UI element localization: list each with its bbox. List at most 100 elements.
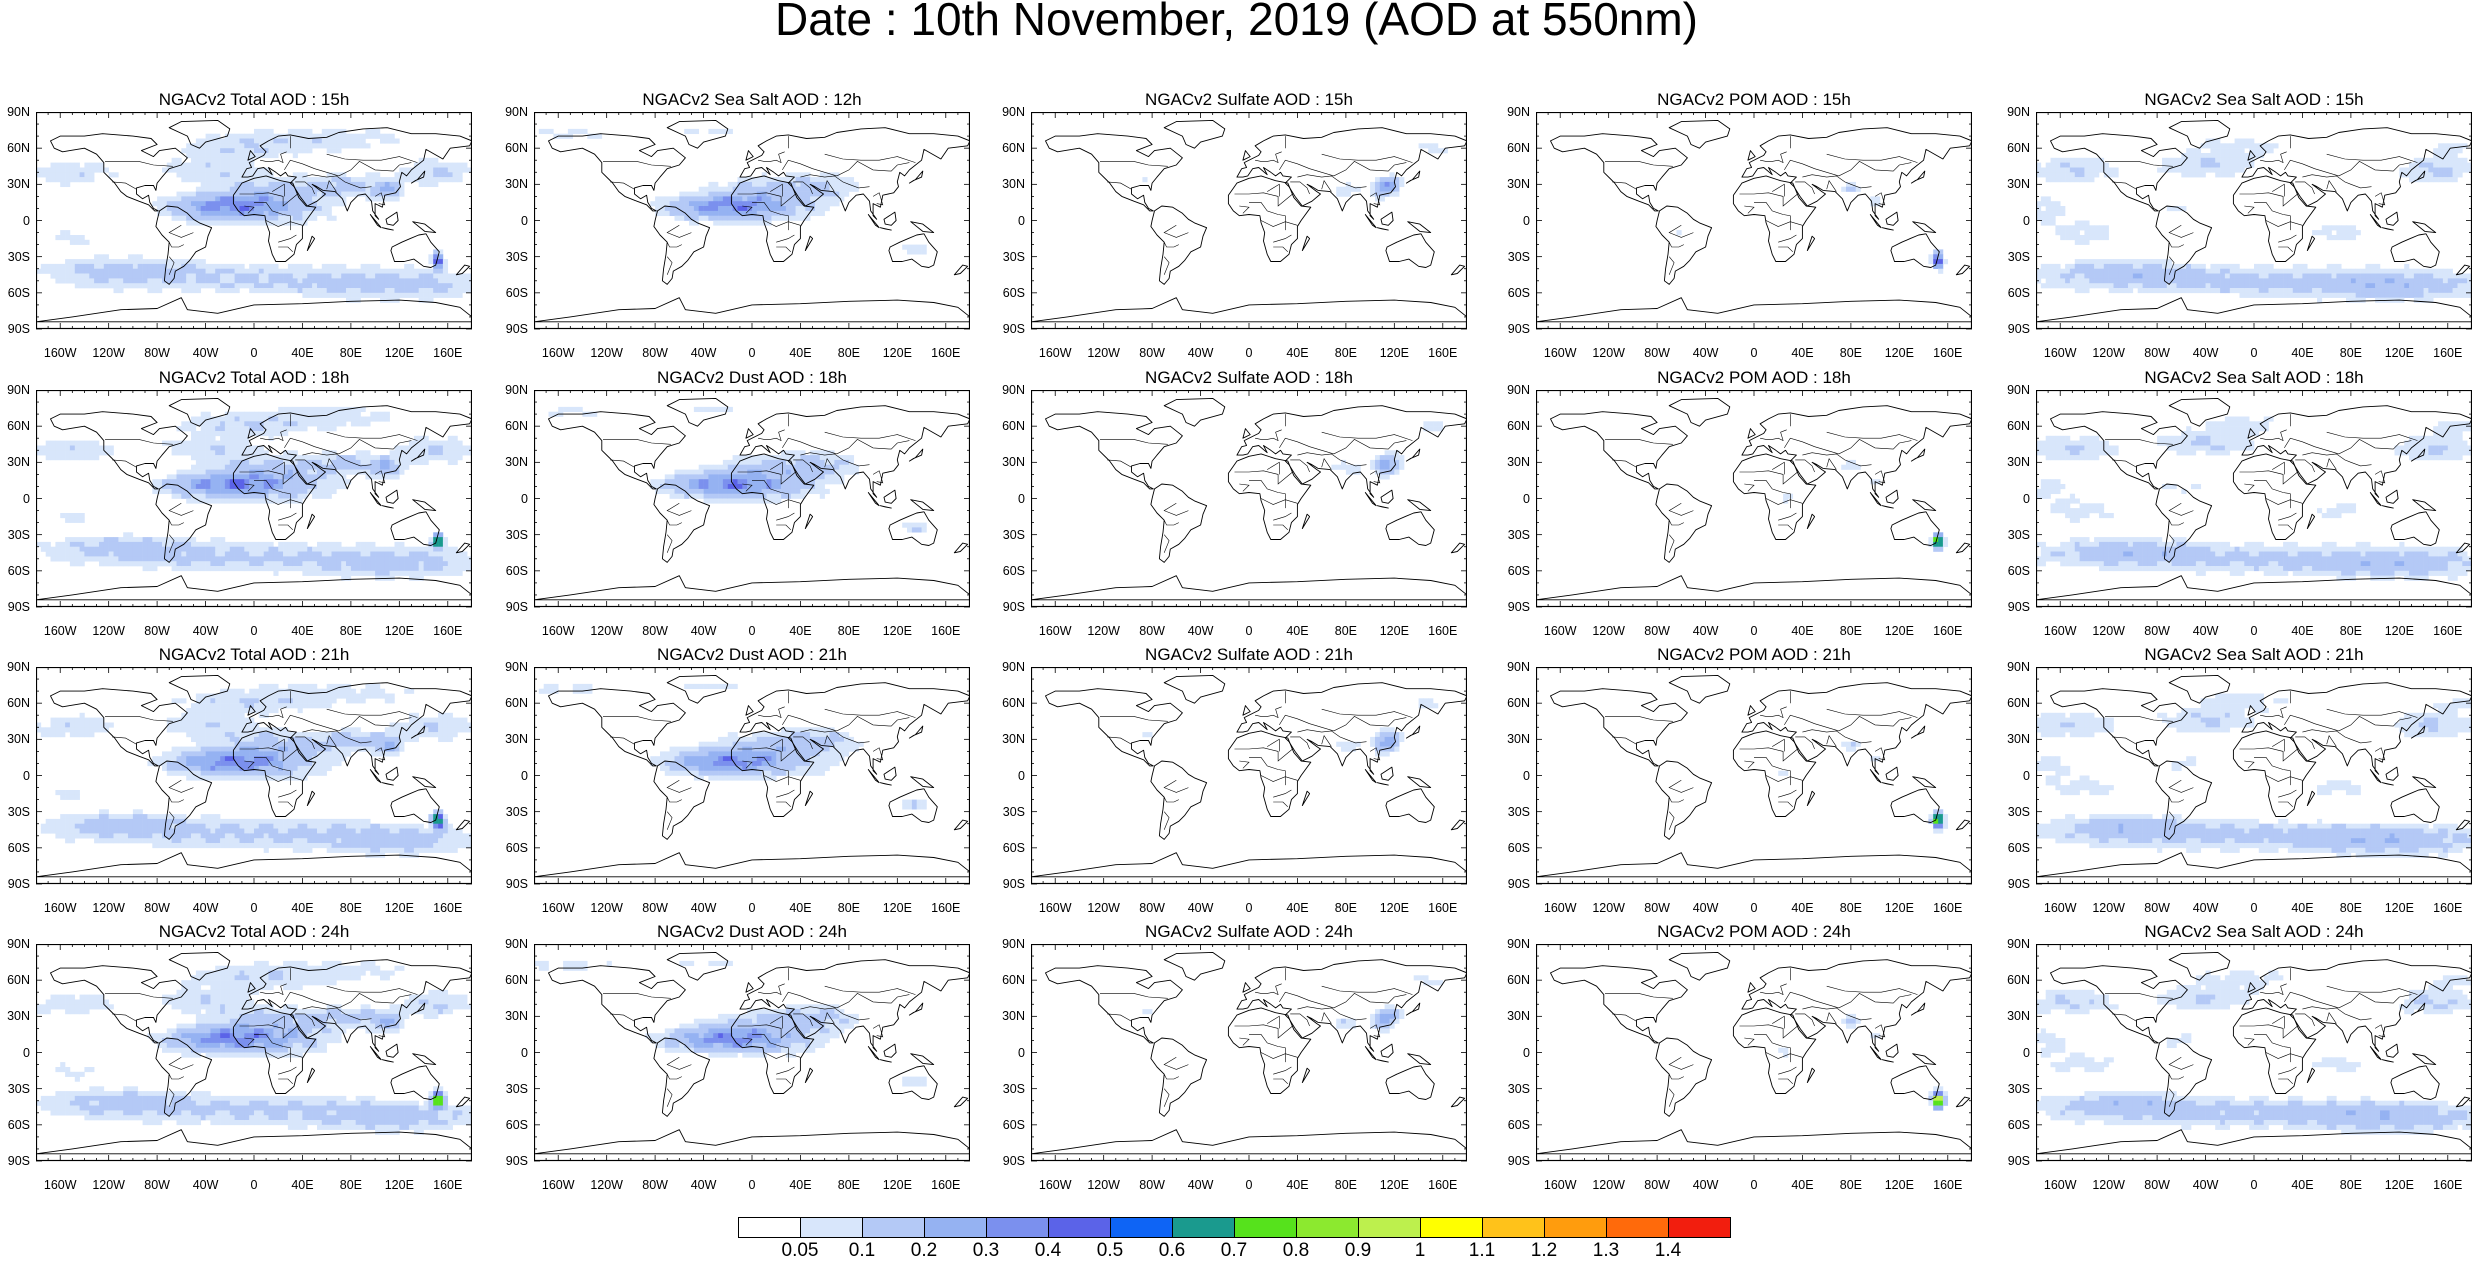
lon-tick-label: 160W	[1538, 901, 1582, 915]
lat-tick-label: 90S	[0, 322, 30, 336]
lon-tick-label: 80E	[1829, 1178, 1873, 1192]
lon-tick-label: 160W	[1033, 346, 1077, 360]
lon-tick-label: 160W	[1538, 624, 1582, 638]
lon-tick-label: 160E	[426, 624, 470, 638]
lat-tick-label: 60S	[0, 286, 30, 300]
colorbar-tick-label: 0.8	[1271, 1240, 1321, 1262]
colorbar-swatch	[863, 1218, 925, 1238]
lat-tick-label: 90S	[2000, 877, 2030, 891]
panel-title: NGACv2 POM AOD : 24h	[1536, 922, 1972, 942]
panel-title: NGACv2 Sea Salt AOD : 21h	[2036, 645, 2472, 665]
colorbar-tick-label: 1.4	[1643, 1240, 1693, 1262]
lon-tick-label: 120E	[875, 624, 919, 638]
lat-tick-label: 60N	[498, 973, 528, 987]
lon-tick-label: 0	[2232, 346, 2276, 360]
lat-tick-label: 0	[995, 1046, 1025, 1060]
lon-tick-label: 80E	[827, 901, 871, 915]
axis-ticks	[1031, 944, 1467, 1161]
lon-tick-label: 120W	[585, 1178, 629, 1192]
lat-tick-label: 90N	[995, 937, 1025, 951]
panel-title: NGACv2 Total AOD : 21h	[36, 645, 472, 665]
lon-tick-label: 40W	[1179, 346, 1223, 360]
figure-title: Date : 10th November, 2019 (AOD at 550nm…	[0, 0, 2473, 46]
lon-tick-label: 160W	[1033, 901, 1077, 915]
lat-tick-label: 30S	[498, 805, 528, 819]
lat-tick-label: 30S	[995, 805, 1025, 819]
lat-tick-label: 90N	[0, 660, 30, 674]
map-plot	[1031, 944, 1467, 1161]
lon-tick-label: 40E	[1275, 346, 1319, 360]
lon-tick-label: 120E	[1372, 624, 1416, 638]
lon-tick-label: 160W	[2038, 624, 2082, 638]
lat-tick-label: 30S	[0, 1082, 30, 1096]
lat-tick-label: 60S	[498, 841, 528, 855]
coastlines	[1536, 120, 1972, 321]
lon-tick-label: 120W	[1082, 624, 1126, 638]
lon-tick-label: 160E	[1926, 901, 1970, 915]
aod-field	[2036, 139, 2472, 303]
lat-tick-label: 90N	[1500, 383, 1530, 397]
lon-tick-label: 40E	[778, 1178, 822, 1192]
lat-tick-label: 60N	[1500, 973, 1530, 987]
map-canvas	[36, 667, 472, 886]
lat-tick-label: 60N	[498, 696, 528, 710]
panel-title: NGACv2 Sulfate AOD : 24h	[1031, 922, 1467, 942]
lon-tick-label: 40E	[2280, 346, 2324, 360]
lon-tick-label: 40E	[1275, 624, 1319, 638]
lat-tick-label: 30N	[1500, 177, 1530, 191]
lat-tick-label: 60N	[2000, 141, 2030, 155]
lon-tick-label: 80E	[1324, 346, 1368, 360]
lat-tick-label: 30S	[2000, 805, 2030, 819]
lat-tick-label: 30S	[498, 250, 528, 264]
panel-title: NGACv2 POM AOD : 18h	[1536, 368, 1972, 388]
lon-tick-label: 120E	[1372, 901, 1416, 915]
lat-tick-label: 60N	[1500, 696, 1530, 710]
lat-tick-label: 90N	[0, 105, 30, 119]
aod-field	[1783, 460, 1948, 552]
lon-tick-label: 80E	[329, 624, 373, 638]
lat-tick-label: 90S	[498, 1154, 528, 1168]
lat-tick-label: 90N	[498, 660, 528, 674]
lon-tick-label: 80W	[633, 1178, 677, 1192]
map-plot	[2036, 944, 2472, 1161]
lon-tick-label: 160E	[426, 346, 470, 360]
lon-tick-label: 40E	[280, 346, 324, 360]
lon-tick-label: 120E	[1877, 1178, 1921, 1192]
lon-tick-label: 40E	[1780, 624, 1824, 638]
map-plot	[1536, 390, 1972, 607]
colorbar-tick-label: 0.6	[1147, 1240, 1197, 1262]
lon-tick-label: 160W	[536, 1178, 580, 1192]
lat-tick-label: 60N	[995, 973, 1025, 987]
aod-field	[539, 129, 927, 255]
lon-tick-label: 40E	[280, 624, 324, 638]
lon-tick-label: 80E	[1829, 624, 1873, 638]
panel-title: NGACv2 Total AOD : 18h	[36, 368, 472, 388]
colorbar-swatch	[987, 1218, 1049, 1238]
lat-tick-label: 60N	[2000, 973, 2030, 987]
lon-tick-label: 40W	[184, 346, 228, 360]
lat-tick-label: 60N	[1500, 419, 1530, 433]
map-canvas	[2036, 390, 2472, 609]
lon-tick-label: 80E	[1324, 1178, 1368, 1192]
aod-field	[1778, 742, 1948, 834]
map-canvas	[36, 112, 472, 331]
lat-tick-label: 60S	[995, 841, 1025, 855]
lat-tick-label: 60S	[2000, 841, 2030, 855]
map-plot	[1536, 112, 1972, 329]
panel-title: NGACv2 Sea Salt AOD : 12h	[534, 90, 970, 110]
map-plot	[36, 944, 472, 1161]
lat-tick-label: 90N	[2000, 937, 2030, 951]
lat-tick-label: 60N	[498, 419, 528, 433]
lat-tick-label: 30N	[1500, 1009, 1530, 1023]
map-plot	[2036, 112, 2472, 329]
map-plot	[534, 667, 970, 884]
axis-ticks	[1031, 667, 1467, 884]
map-plot	[2036, 390, 2472, 607]
map-canvas	[1536, 667, 1972, 886]
